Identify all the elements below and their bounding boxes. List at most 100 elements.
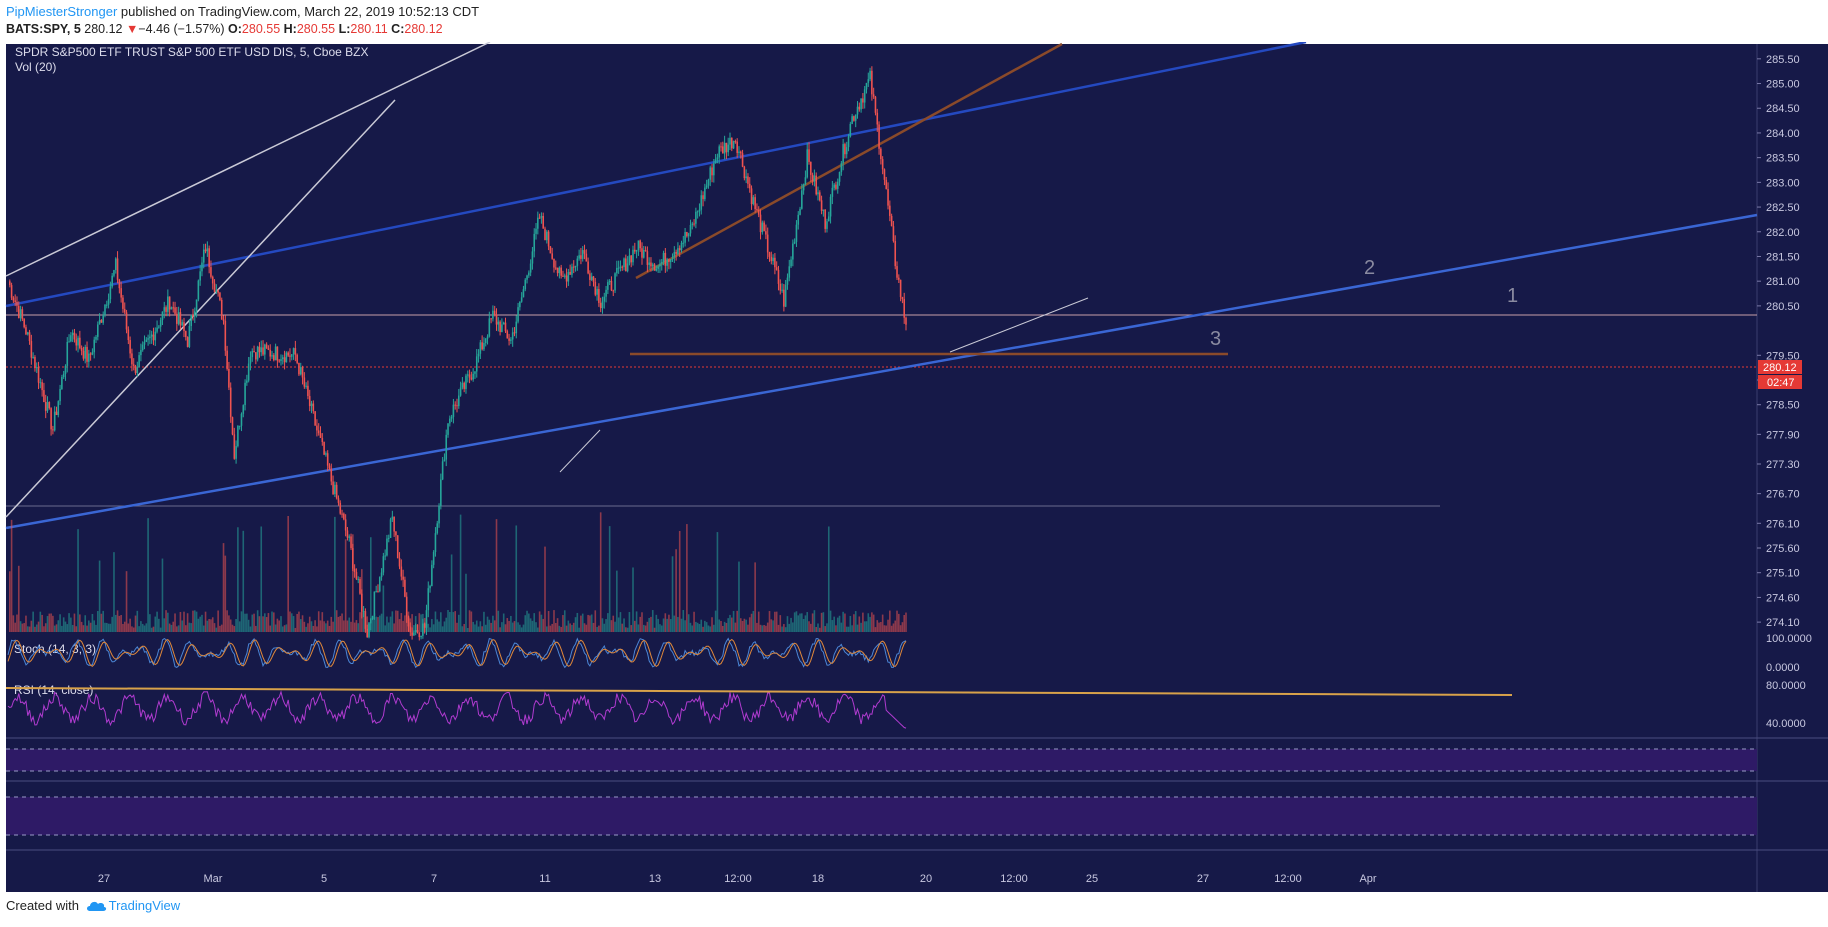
brown-wedge-line[interactable] bbox=[635, 42, 1063, 280]
rsi-label: RSI (14, close) bbox=[14, 683, 93, 697]
candle-body bbox=[648, 262, 650, 265]
candle-body bbox=[501, 324, 503, 333]
candle-body bbox=[869, 70, 871, 80]
volume-bar bbox=[836, 617, 839, 632]
candle-body bbox=[179, 312, 182, 326]
volume-bar bbox=[729, 614, 731, 632]
candle-body bbox=[334, 484, 336, 495]
volume-bar bbox=[269, 625, 272, 632]
candle-body bbox=[325, 453, 327, 455]
candle-body bbox=[790, 259, 792, 267]
volume-bar bbox=[784, 627, 787, 632]
candle-body bbox=[553, 258, 555, 268]
candle-body bbox=[783, 289, 785, 307]
candle-body bbox=[105, 304, 108, 306]
candle-body bbox=[700, 195, 703, 210]
tradingview-link[interactable]: TradingView bbox=[108, 898, 181, 913]
volume-bar bbox=[343, 620, 345, 632]
volume-bar bbox=[698, 623, 701, 632]
candle-body bbox=[858, 106, 861, 110]
volume-bar bbox=[28, 626, 31, 632]
volume-bar bbox=[840, 622, 843, 632]
volume-bar bbox=[443, 621, 446, 632]
candle-body bbox=[312, 403, 315, 412]
volume-bar bbox=[520, 627, 523, 632]
volume-bar bbox=[332, 621, 334, 632]
candle-body bbox=[720, 146, 722, 148]
volume-bar bbox=[739, 618, 742, 632]
candle-body bbox=[725, 142, 728, 153]
candle-body bbox=[799, 208, 801, 215]
annotation-1[interactable]: 1 bbox=[1507, 285, 1518, 307]
volume-bar bbox=[544, 546, 546, 632]
candle-body bbox=[201, 262, 203, 272]
candle-body bbox=[10, 285, 13, 298]
candle-body bbox=[326, 453, 329, 466]
small-trendline-b[interactable] bbox=[949, 297, 1089, 353]
last-price: 280.12 bbox=[84, 22, 123, 36]
candle-body bbox=[585, 253, 588, 262]
candle-body bbox=[307, 385, 309, 397]
volume-bar bbox=[669, 619, 672, 632]
volume-bar bbox=[334, 516, 336, 632]
rsi-tick-label: 40.0000 bbox=[1766, 718, 1806, 730]
time-tick-label: 5 bbox=[321, 873, 327, 885]
price-tick-label: 275.10 bbox=[1766, 568, 1800, 580]
candle-body bbox=[141, 344, 144, 351]
annotation-3[interactable]: 3 bbox=[1210, 328, 1221, 350]
volume-bar bbox=[747, 624, 749, 632]
candle-body bbox=[677, 248, 679, 254]
candle-body bbox=[745, 176, 747, 179]
volume-bar bbox=[887, 619, 889, 632]
volume-bar bbox=[147, 518, 149, 632]
candle-body bbox=[28, 332, 31, 342]
candle-body bbox=[70, 335, 72, 342]
chart-canvas[interactable]: 1 2 3 SPDR S&P500 ETF TRUST S&P 500 ETF … bbox=[0, 42, 1828, 892]
candle-body bbox=[786, 277, 789, 285]
volume-bar bbox=[808, 621, 810, 632]
volume-bar bbox=[598, 625, 600, 632]
volume-bar bbox=[899, 625, 902, 632]
countdown-tag-text: 02:47 bbox=[1767, 377, 1795, 389]
volume-bar bbox=[779, 615, 782, 632]
time-axis[interactable]: 27 Mar 5 7 11 13 12:00 18 20 12:00 25 27 12:00 Apr bbox=[98, 873, 1377, 885]
candle-body bbox=[533, 233, 536, 252]
grey-channel-upper[interactable] bbox=[5, 42, 491, 277]
volume-bar bbox=[499, 627, 501, 632]
volume-bar bbox=[346, 620, 349, 632]
volume-bar bbox=[801, 613, 803, 632]
candle-body bbox=[526, 275, 528, 280]
candle-body bbox=[702, 195, 704, 200]
candle-body bbox=[217, 290, 219, 293]
volume-bar bbox=[344, 539, 347, 632]
volume-bar bbox=[328, 625, 331, 632]
candle-body bbox=[793, 241, 796, 244]
tradingview-cloud-icon bbox=[85, 899, 107, 915]
volume-bar bbox=[255, 625, 257, 632]
volume-bar bbox=[540, 614, 543, 632]
grey-channel-lower[interactable] bbox=[5, 99, 396, 518]
volume-bar bbox=[337, 616, 340, 632]
small-trendline-a[interactable] bbox=[559, 429, 601, 473]
candle-body bbox=[750, 188, 753, 205]
volume-bar bbox=[756, 622, 758, 632]
candle-body bbox=[371, 615, 374, 619]
volume-bar bbox=[111, 616, 113, 632]
volume-bar bbox=[630, 625, 633, 632]
lower-blue-trendline[interactable] bbox=[5, 213, 1758, 530]
volume-bar bbox=[829, 610, 832, 632]
candle-body bbox=[438, 505, 440, 524]
candle-body bbox=[407, 616, 410, 627]
stoch-band bbox=[6, 749, 1757, 771]
candle-body bbox=[583, 250, 586, 254]
author-link[interactable]: PipMiesterStronger bbox=[6, 4, 118, 19]
annotation-2[interactable]: 2 bbox=[1364, 257, 1375, 279]
high-value: 280.55 bbox=[296, 22, 336, 36]
candle-body bbox=[766, 234, 769, 253]
volume-bar bbox=[432, 624, 435, 632]
candle-body bbox=[260, 347, 263, 353]
upper-blue-trendline[interactable] bbox=[5, 42, 1307, 308]
volume-bar bbox=[30, 620, 33, 632]
volume-bar bbox=[158, 618, 160, 632]
volume-bar bbox=[463, 623, 465, 632]
